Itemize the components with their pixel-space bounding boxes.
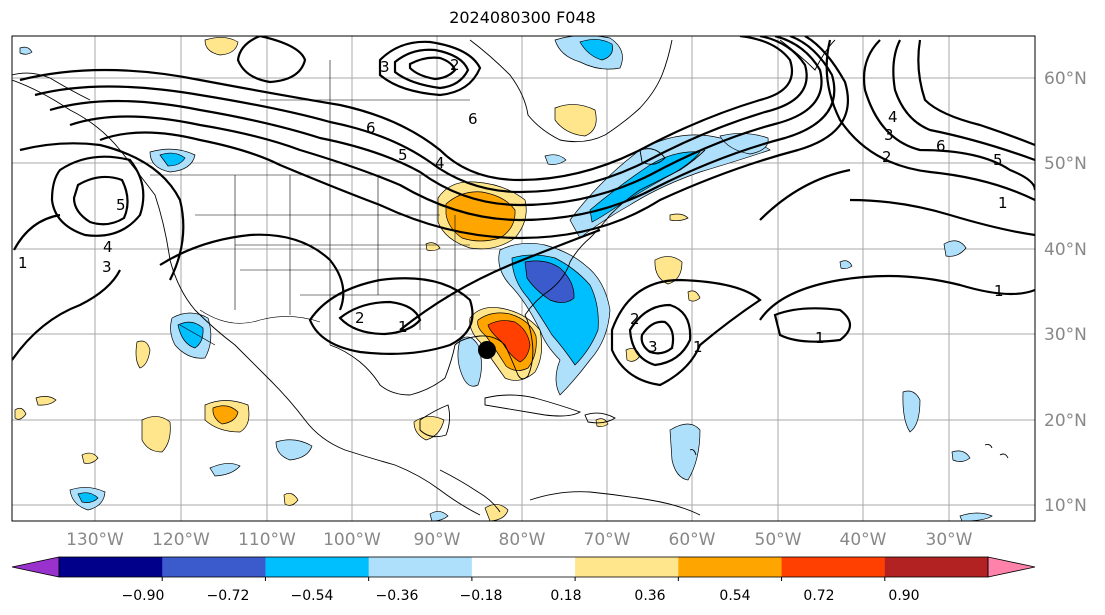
longitude-labels: 130°W 120°W 110°W 100°W 90°W 80°W 70°W 6… [66,530,973,550]
contour-label: 3 [380,58,390,76]
height-contours [12,36,1035,387]
lat-label: 20°N [1044,411,1087,431]
lon-label: 60°W [669,530,716,550]
contour-label: 5 [398,146,408,164]
contour-label: 1 [998,194,1008,212]
colorbar-extend-high [987,556,1036,578]
contour-label: 3 [884,126,894,144]
contour-label: 4 [888,108,898,126]
colorbar-segment [884,557,989,577]
contour-label: 3 [102,258,112,276]
colorbar-segment [162,557,266,577]
colorbar-segment [471,557,576,577]
colorbar-tick-label: −0.36 [376,588,419,604]
lon-label: 130°W [66,530,124,550]
contour-label: 1 [398,318,408,336]
map-title: 2024080300 F048 [449,8,596,27]
colorbar-tick-label: −0.18 [460,588,503,604]
lat-label: 30°N [1044,325,1087,345]
lat-label: 60°N [1044,69,1087,89]
colorbar-tick-label: −0.90 [122,588,165,604]
colorbar-segment [59,557,163,577]
contour-labels: 1 2 3 4 5 6 1 2 3 4 5 6 1 2 3 1 2 3 4 5 … [18,56,1008,356]
colorbar-segment [781,557,886,577]
colorbar-tick-label: −0.54 [291,588,334,604]
contour-label: 5 [116,196,126,214]
contour-label: 6 [366,119,376,137]
contour-label: 6 [468,110,478,128]
colorbar-tick-label: 0.54 [719,588,750,604]
colorbar-tick-label: 0.72 [803,588,834,604]
colorbar-outline [58,556,989,578]
colorbar-extend-low [11,556,60,578]
colorbar-segment [265,557,370,577]
contour-label: 6 [936,137,946,155]
contour-label: 3 [648,338,658,356]
lat-label: 50°N [1044,154,1087,174]
lon-label: 110°W [238,530,296,550]
lat-label: 10°N [1044,496,1087,516]
contour-label: 1 [994,282,1004,300]
colorbar-segment [368,557,473,577]
colorbar-tick-label: 0.18 [550,588,581,604]
contour-label: 2 [630,310,640,328]
latitude-labels: 60°N 50°N 40°N 30°N 20°N 10°N [1044,69,1087,516]
contour-label: 2 [355,309,365,327]
lon-label: 30°W [926,530,973,550]
contour-label: 1 [815,329,825,347]
colorbar-labels: −0.90 −0.72 −0.54 −0.36 −0.18 0.18 0.36 … [122,588,920,604]
colorbar [11,556,1036,581]
lon-label: 70°W [584,530,631,550]
political-borders [150,60,500,346]
lat-label: 40°N [1044,240,1087,260]
lon-label: 90°W [414,530,461,550]
contour-label: 4 [103,238,113,256]
contour-label: 2 [882,148,892,166]
lon-label: 50°W [755,530,802,550]
lon-label: 100°W [323,530,381,550]
lon-label: 80°W [499,530,546,550]
contour-label: 5 [993,151,1003,169]
storm-center-marker [478,341,496,359]
colorbar-tick-label: −0.72 [207,588,250,604]
map-frame [11,35,1036,522]
colorbar-tick-label: 0.36 [634,588,665,604]
contour-label: 1 [693,338,703,356]
contour-label: 4 [435,154,445,172]
colorbar-segment [575,557,679,577]
contour-label: 1 [18,254,28,272]
lon-label: 120°W [152,530,210,550]
lon-label: 40°W [840,530,887,550]
colorbar-tick-label: 0.90 [888,588,919,604]
colorbar-segment [678,557,783,577]
contour-label: 2 [450,56,460,74]
